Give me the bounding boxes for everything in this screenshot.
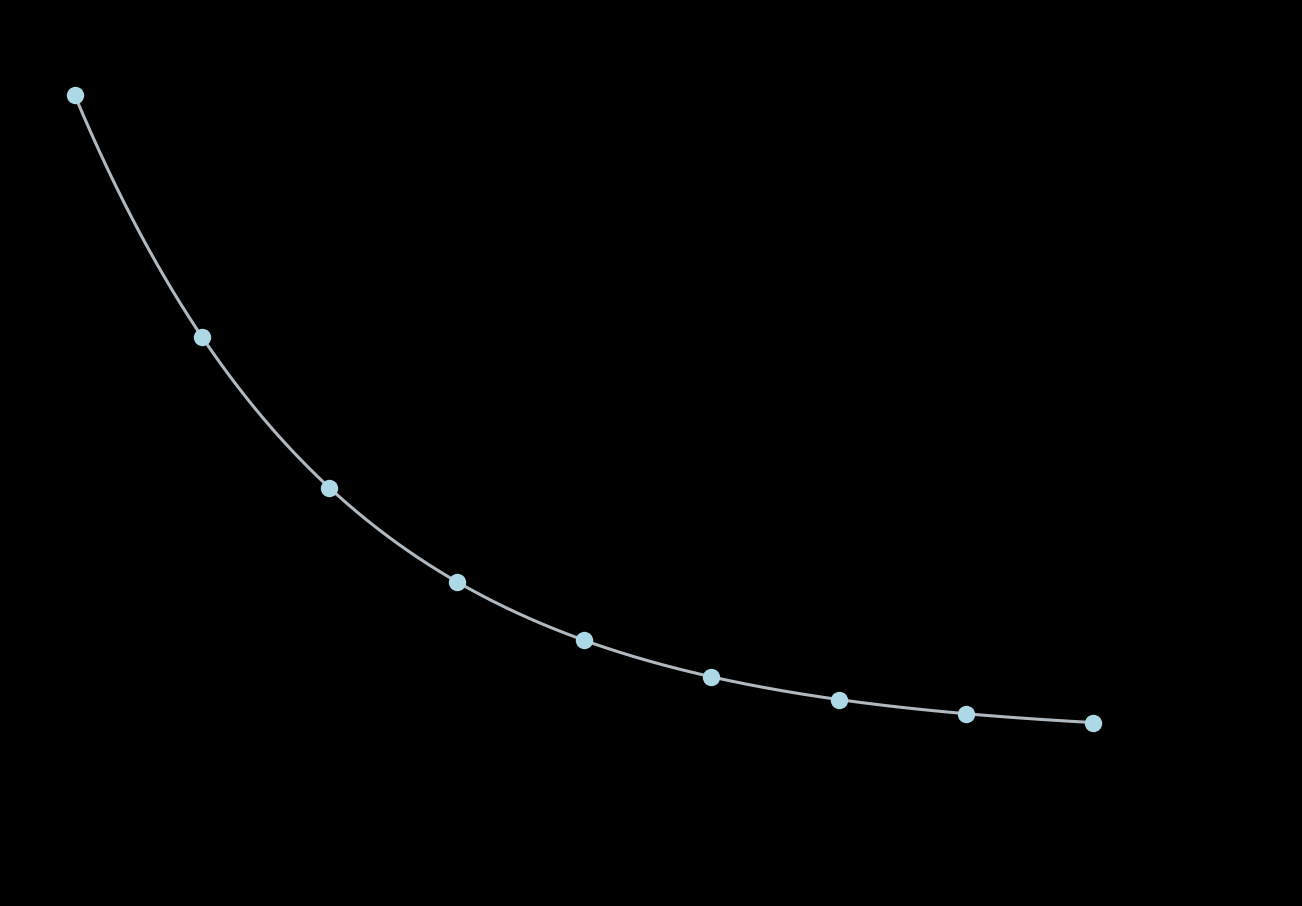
Point: [574, 633, 595, 648]
Point: [1083, 716, 1104, 730]
Point: [956, 707, 976, 721]
Point: [828, 692, 849, 707]
Point: [319, 480, 340, 495]
Point: [64, 88, 85, 102]
Point: [191, 330, 212, 344]
Point: [447, 574, 467, 589]
Point: [700, 670, 721, 684]
